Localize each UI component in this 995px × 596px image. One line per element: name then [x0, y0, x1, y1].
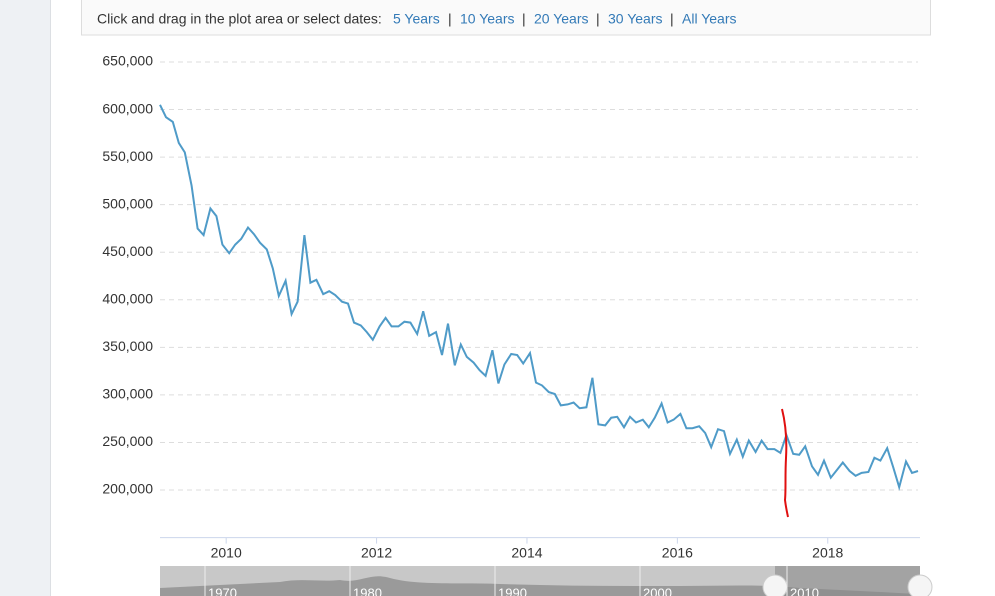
- y-tick-label: 500,000: [102, 195, 153, 211]
- separator: |: [670, 11, 674, 27]
- navigator-label: 2000: [643, 585, 672, 596]
- y-tick-label: 400,000: [102, 291, 153, 307]
- y-tick-label: 250,000: [102, 433, 153, 449]
- navigator[interactable]: 1970 1980 1990 2000 2010: [160, 566, 933, 596]
- sidebar: [0, 0, 50, 596]
- range-link[interactable]: 5 Years: [393, 11, 440, 27]
- navigator-label: 1980: [353, 585, 382, 596]
- separator: |: [448, 11, 452, 27]
- y-tick-label: 600,000: [102, 100, 153, 116]
- navigator-label: 2010: [790, 585, 819, 596]
- plot-area[interactable]: 200,000 250,000 300,000 350,000 400,000 450,0…: [102, 53, 920, 561]
- navigator-selection[interactable]: [775, 566, 920, 596]
- y-tick-label: 550,000: [102, 148, 153, 164]
- navigator-label: 1970: [208, 585, 237, 596]
- navigator-handle[interactable]: [907, 574, 933, 596]
- header-box: [81, 0, 931, 36]
- range-link[interactable]: 30 Years: [608, 11, 663, 27]
- x-tick-label: 2016: [662, 544, 693, 560]
- y-tick-label: 350,000: [102, 338, 153, 354]
- separator: |: [596, 11, 600, 27]
- range-link[interactable]: 10 Years: [460, 11, 515, 27]
- x-tick-label: 2018: [812, 544, 843, 560]
- range-link[interactable]: 20 Years: [534, 11, 589, 27]
- header-prompt: Click and drag in the plot area or selec…: [97, 11, 382, 27]
- hand-drawn-mark: [781, 408, 789, 518]
- separator: |: [522, 11, 526, 27]
- range-link[interactable]: All Years: [682, 11, 736, 27]
- navigator-label: 1990: [498, 585, 527, 596]
- x-tick-label: 2012: [361, 544, 392, 560]
- y-tick-label: 300,000: [102, 386, 153, 402]
- x-tick-label: 2014: [511, 544, 542, 560]
- navigator-handle[interactable]: [762, 574, 788, 596]
- x-tick-label: 2010: [211, 544, 242, 560]
- y-tick-label: 650,000: [102, 53, 153, 69]
- y-tick-label: 450,000: [102, 243, 153, 259]
- y-tick-label: 200,000: [102, 481, 153, 497]
- data-line: [159, 104, 919, 491]
